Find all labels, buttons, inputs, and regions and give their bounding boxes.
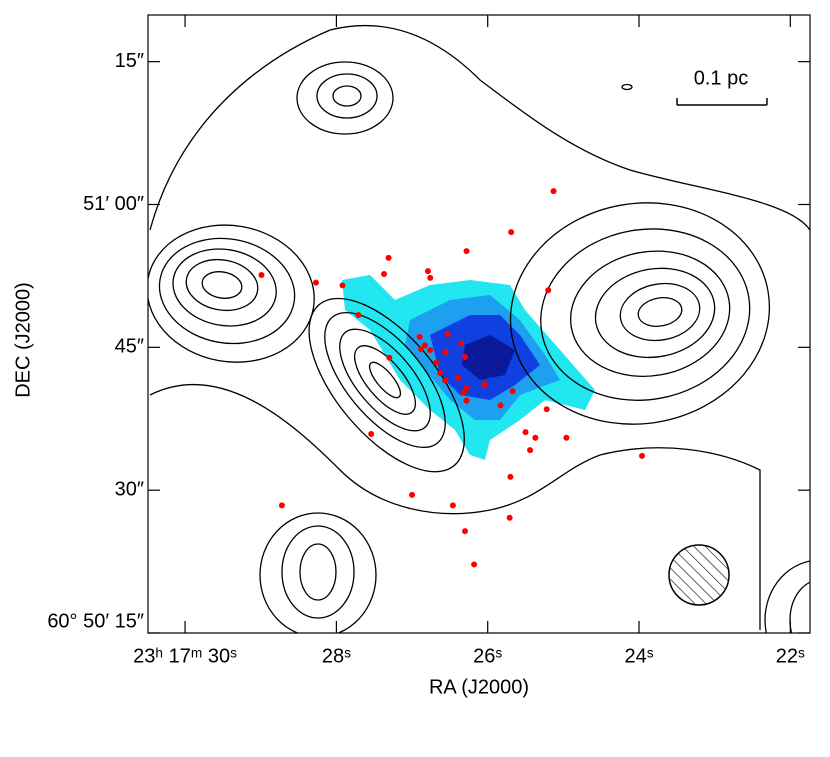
point	[506, 514, 513, 521]
contour	[296, 61, 394, 135]
point	[481, 381, 488, 388]
contour	[569, 250, 731, 378]
contour	[540, 228, 751, 401]
point	[437, 370, 444, 377]
point	[471, 561, 478, 568]
y-tick-label: 51′ 00″	[83, 193, 144, 215]
point	[424, 268, 431, 275]
point	[278, 502, 285, 509]
point	[460, 390, 467, 397]
contour	[621, 83, 633, 91]
contour	[149, 24, 810, 231]
point	[522, 429, 529, 436]
contour	[149, 383, 761, 630]
point	[258, 271, 265, 278]
x-axis-label: RA (J2000)	[429, 676, 529, 698]
contour	[789, 581, 810, 633]
point	[418, 346, 425, 353]
point	[532, 434, 539, 441]
point	[444, 330, 451, 337]
contour	[172, 248, 277, 327]
point	[355, 311, 362, 318]
point	[507, 473, 514, 480]
x-tick-label: 24ˢ	[624, 645, 653, 667]
contour	[637, 297, 683, 327]
contour	[148, 224, 315, 363]
contour	[594, 267, 716, 359]
point	[386, 354, 393, 361]
contour	[158, 237, 296, 345]
contour	[281, 525, 355, 619]
point	[385, 254, 392, 261]
contour	[509, 202, 771, 425]
point	[312, 279, 319, 286]
point	[509, 388, 516, 395]
point	[433, 359, 440, 366]
y-tick-label: 60° 50′ 15″	[47, 610, 144, 632]
beam	[668, 544, 730, 606]
plot-frame	[147, 14, 811, 634]
point	[527, 447, 534, 454]
contour	[619, 282, 701, 342]
point	[462, 353, 469, 360]
point	[427, 347, 434, 354]
x-tick-label: 26ˢ	[473, 645, 502, 667]
point	[563, 434, 570, 441]
point	[639, 452, 646, 459]
contour	[339, 328, 431, 432]
point	[458, 340, 465, 347]
contour	[299, 543, 337, 601]
point	[508, 229, 515, 236]
y-tick-label: 45″	[115, 336, 144, 358]
contour	[308, 297, 465, 473]
point	[463, 385, 470, 392]
point	[427, 274, 434, 281]
point	[462, 528, 469, 535]
y-axis-label: DEC (J2000)	[12, 282, 34, 398]
point	[543, 406, 550, 413]
contours	[148, 24, 810, 633]
x-tick-label: 28ˢ	[322, 645, 351, 667]
contour	[201, 271, 243, 299]
point	[463, 248, 470, 255]
point	[463, 397, 470, 404]
point	[409, 491, 416, 498]
contour	[332, 85, 362, 107]
point	[550, 188, 557, 195]
point	[416, 333, 423, 340]
point	[442, 377, 449, 384]
point	[339, 282, 346, 289]
point	[545, 287, 552, 294]
scale-label: 0.1 pc	[694, 67, 748, 89]
x-tick-label: 22ˢ	[776, 645, 805, 667]
contour	[185, 258, 259, 312]
map	[148, 24, 810, 633]
contour	[316, 73, 378, 119]
contour	[259, 512, 377, 633]
point	[455, 374, 462, 381]
point	[381, 271, 388, 278]
point	[449, 502, 456, 509]
point	[497, 402, 504, 409]
point	[442, 349, 449, 356]
y-tick-label: 15″	[115, 50, 144, 72]
point	[368, 430, 375, 437]
y-tick-label: 30″	[115, 478, 144, 500]
contour	[368, 361, 402, 399]
contour	[764, 560, 810, 633]
contour	[324, 311, 446, 449]
filled-contour	[462, 335, 515, 380]
point	[421, 342, 428, 349]
x-tick-label: 23ʰ 17ᵐ 30ˢ	[133, 645, 237, 667]
contour	[354, 345, 416, 415]
